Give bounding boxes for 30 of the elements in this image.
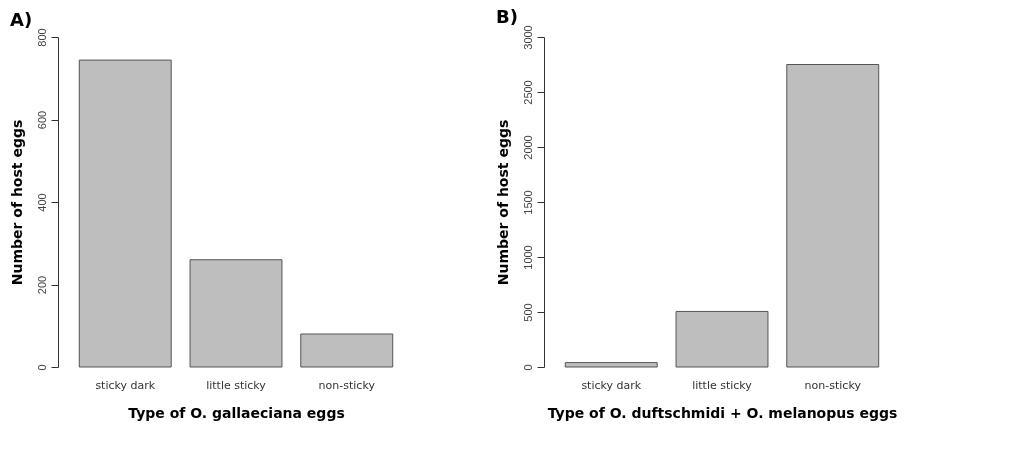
bar	[78, 59, 172, 368]
bar	[564, 362, 658, 368]
bar	[300, 333, 394, 368]
bar	[786, 64, 880, 368]
chart-title: B)	[496, 5, 518, 27]
y-tick-label: 2000	[521, 135, 534, 160]
x-tick-label: non-sticky	[318, 378, 376, 392]
x-tick-label: little sticky	[206, 378, 267, 392]
y-tick-label: 600	[35, 110, 48, 130]
y-axis-title: Number of host eggs	[8, 119, 25, 286]
bar	[675, 310, 769, 368]
y-tick-label: 0	[521, 364, 534, 371]
y-tick-label: 800	[35, 28, 48, 47]
y-tick-label: 0	[35, 364, 48, 371]
y-tick-label: 2500	[521, 80, 534, 105]
x-tick-label: sticky dark	[95, 378, 156, 392]
y-tick-label: 1000	[521, 245, 534, 270]
x-tick-label: sticky dark	[581, 378, 642, 392]
y-tick-label: 3000	[521, 25, 534, 50]
y-axis-title: Number of host eggs	[494, 119, 511, 286]
x-tick-label: non-sticky	[804, 378, 862, 392]
y-tick-label: 1500	[521, 190, 534, 215]
bar	[189, 259, 283, 368]
y-tick-label: 200	[35, 275, 48, 295]
x-tick-label: little sticky	[692, 378, 753, 392]
x-axis-title: Type of O. gallaeciana eggs	[128, 404, 345, 421]
chart-title: A)	[10, 8, 33, 30]
y-tick-label: 500	[521, 303, 534, 322]
x-axis-title: Type of O. duftschmidi + O. melanopus eggs	[547, 404, 898, 421]
y-tick-label: 400	[35, 193, 48, 212]
